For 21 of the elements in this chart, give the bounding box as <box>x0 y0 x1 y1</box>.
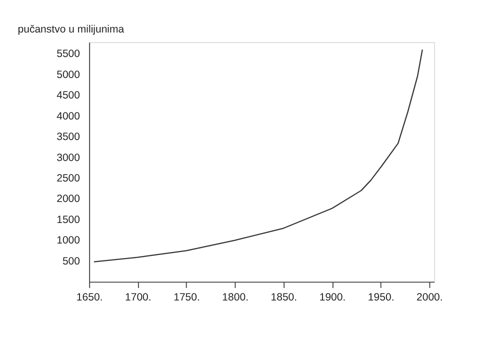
y-tick-label: 3500 <box>56 131 80 144</box>
y-tick-label: 2000 <box>56 193 80 206</box>
y-tick-label: 1500 <box>56 214 80 226</box>
y-tick-label: 4000 <box>56 110 80 122</box>
y-tick-label: 5500 <box>56 48 80 60</box>
y-tick-label: 5000 <box>56 68 80 81</box>
y-axis-title: pučanstvo u milijunima <box>18 24 124 36</box>
x-tick-label: 1800. <box>222 291 248 304</box>
x-tick-label: 1900. <box>319 291 346 304</box>
y-tick-label: 1000 <box>56 234 80 247</box>
y-tick-label: 4500 <box>56 90 80 102</box>
line-series <box>93 49 423 262</box>
x-tick-label: 1950. <box>368 291 394 304</box>
x-tick-label: 1750. <box>174 291 200 304</box>
y-tick-label: 500 <box>62 255 80 268</box>
x-tick-label: 2000. <box>416 291 443 304</box>
x-tick-label: 1650. <box>76 291 103 304</box>
x-tick-label: 1700. <box>125 291 152 304</box>
y-tick-label: 3000 <box>56 152 80 164</box>
y-tick-label: 2500 <box>56 172 80 184</box>
x-tick-label: 1850. <box>270 291 298 304</box>
